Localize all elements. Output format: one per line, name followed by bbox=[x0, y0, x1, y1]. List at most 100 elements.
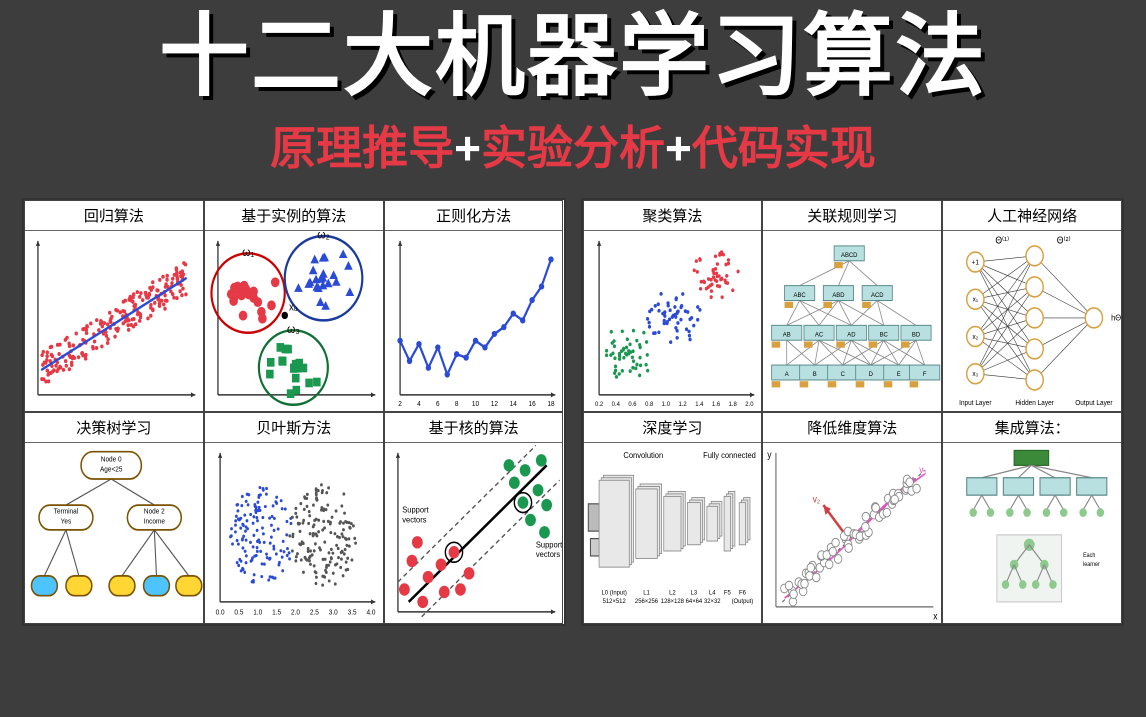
svg-text:Output Layer: Output Layer bbox=[1075, 399, 1113, 406]
svg-text:AB: AB bbox=[783, 331, 791, 338]
svg-text:vectors: vectors bbox=[402, 515, 426, 525]
svg-text:1.6: 1.6 bbox=[711, 401, 720, 408]
svg-text:14: 14 bbox=[509, 401, 516, 408]
svg-text:1.4: 1.4 bbox=[695, 401, 704, 408]
svg-text:0.5: 0.5 bbox=[234, 609, 243, 616]
svg-text:256×256: 256×256 bbox=[634, 598, 658, 605]
main-title: 十二大机器学习算法 bbox=[30, 12, 1116, 102]
svg-text:1.5: 1.5 bbox=[272, 609, 281, 616]
cell-title: 基于核的算法 bbox=[385, 413, 563, 443]
algo-cell-kernel: 基于核的算法SupportvectorsSupportvectors bbox=[384, 412, 564, 624]
svg-text:BD: BD bbox=[912, 331, 921, 338]
algo-cell-ann: 人工神经网络+1x₁x₂x₃Input LayerHidden LayerOut… bbox=[942, 200, 1122, 412]
algo-cell-regression: 回归算法 bbox=[24, 200, 204, 412]
svg-text:Convolution: Convolution bbox=[623, 450, 663, 460]
svg-text:1.0: 1.0 bbox=[661, 401, 670, 408]
svg-text:ω₁: ω₁ bbox=[242, 245, 254, 259]
svg-text:x₁: x₁ bbox=[973, 296, 979, 303]
subtitle-part: + bbox=[454, 122, 481, 174]
cell-title: 回归算法 bbox=[25, 201, 203, 231]
svg-text:2.0: 2.0 bbox=[291, 609, 300, 616]
cell-chart: ABCDABCABDACDABACADBCBDABCDEF bbox=[763, 231, 941, 411]
algo-cell-ensemble: 集成算法： Each learner bbox=[942, 412, 1122, 624]
svg-text:C: C bbox=[841, 371, 846, 378]
svg-text:+1: +1 bbox=[972, 259, 979, 266]
panels-row: 回归算法基于实例的算法ω₁ω₂ω₃xᵤ正则化方法24681012141618决策… bbox=[0, 186, 1146, 638]
svg-text:F5: F5 bbox=[723, 589, 730, 596]
svg-text:E: E bbox=[897, 371, 901, 378]
subtitle-part: 实验分析 bbox=[481, 122, 665, 174]
subtitle-part: 代码实现 bbox=[692, 122, 876, 174]
cell-title: 关联规则学习 bbox=[763, 201, 941, 231]
cell-title: 深度学习 bbox=[584, 413, 762, 443]
svg-text:A: A bbox=[785, 371, 790, 378]
svg-text:ω₂: ω₂ bbox=[317, 231, 330, 242]
cell-chart: SupportvectorsSupportvectors bbox=[385, 443, 563, 623]
svg-text:BC: BC bbox=[880, 331, 889, 338]
svg-text:6: 6 bbox=[436, 401, 440, 408]
svg-text:L4: L4 bbox=[708, 589, 715, 596]
svg-text:x₃: x₃ bbox=[973, 371, 979, 378]
cell-chart: Node 0Age<25TerminalYesNode 2Income bbox=[25, 443, 203, 623]
svg-text:Hidden Layer: Hidden Layer bbox=[1016, 399, 1055, 406]
svg-text:2.5: 2.5 bbox=[310, 609, 319, 616]
cell-title: 集成算法： bbox=[943, 413, 1121, 443]
cell-title: 人工神经网络 bbox=[943, 201, 1121, 231]
svg-text:512×512: 512×512 bbox=[602, 598, 626, 605]
svg-text:L1: L1 bbox=[643, 589, 650, 596]
svg-text:AD: AD bbox=[848, 331, 857, 338]
cell-chart bbox=[25, 231, 203, 411]
cell-title: 贝叶斯方法 bbox=[205, 413, 383, 443]
svg-text:y: y bbox=[768, 449, 773, 460]
svg-text:0.2: 0.2 bbox=[594, 401, 603, 408]
svg-text:16: 16 bbox=[528, 401, 535, 408]
svg-text:D: D bbox=[869, 371, 874, 378]
svg-text:Terminal: Terminal bbox=[54, 508, 79, 515]
svg-text:Fully connected: Fully connected bbox=[703, 450, 756, 460]
algo-cell-regularization: 正则化方法24681012141618 bbox=[384, 200, 564, 412]
svg-text:2.0: 2.0 bbox=[745, 401, 754, 408]
svg-text:ABC: ABC bbox=[794, 291, 807, 298]
svg-text:12: 12 bbox=[490, 401, 497, 408]
algo-cell-bayes: 贝叶斯方法0.00.51.01.52.02.53.03.54.0 bbox=[204, 412, 384, 624]
svg-text:ω₃: ω₃ bbox=[287, 322, 300, 336]
cell-chart: 0.20.40.60.81.01.21.41.61.82.0 bbox=[584, 231, 762, 411]
algo-cell-clustering: 聚类算法0.20.40.60.81.01.21.41.61.82.0 bbox=[583, 200, 763, 412]
svg-text:Node 2: Node 2 bbox=[144, 508, 165, 515]
svg-text:3.0: 3.0 bbox=[329, 609, 338, 616]
svg-text:ACD: ACD bbox=[871, 291, 884, 298]
svg-text:L3: L3 bbox=[690, 589, 697, 596]
svg-text:(Output): (Output) bbox=[731, 598, 753, 605]
cell-title: 聚类算法 bbox=[584, 201, 762, 231]
algo-cell-dimred: 降低维度算法xyv₁v₂ bbox=[762, 412, 942, 624]
svg-text:1.8: 1.8 bbox=[728, 401, 737, 408]
svg-text:L0 (Input): L0 (Input) bbox=[601, 589, 626, 596]
svg-text:Each: Each bbox=[1083, 553, 1095, 559]
svg-text:learner: learner bbox=[1083, 562, 1100, 568]
svg-text:8: 8 bbox=[455, 401, 459, 408]
svg-text:v₂: v₂ bbox=[813, 494, 821, 505]
algo-cell-deep: 深度学习ConvolutionFully connected⋮L0 (Input… bbox=[583, 412, 763, 624]
subtitle-part: + bbox=[665, 122, 692, 174]
svg-text:hΘ(x): hΘ(x) bbox=[1111, 313, 1121, 323]
cell-title: 基于实例的算法 bbox=[205, 201, 383, 231]
svg-text:18: 18 bbox=[547, 401, 554, 408]
svg-text:Yes: Yes bbox=[61, 518, 72, 525]
subtitle: 原理推导+实验分析+代码实现 bbox=[30, 112, 1116, 178]
svg-text:0.6: 0.6 bbox=[628, 401, 637, 408]
svg-text:Θ⁽¹⁾: Θ⁽¹⁾ bbox=[996, 235, 1010, 246]
svg-text:128×128: 128×128 bbox=[660, 598, 684, 605]
svg-text:x: x bbox=[934, 611, 939, 622]
svg-text:Income: Income bbox=[144, 518, 165, 525]
cell-chart: +1x₁x₂x₃Input LayerHidden LayerOutput La… bbox=[943, 231, 1121, 411]
svg-text:AC: AC bbox=[815, 331, 824, 338]
svg-text:xᵤ: xᵤ bbox=[289, 302, 298, 314]
cell-title: 决策树学习 bbox=[25, 413, 203, 443]
svg-text:4: 4 bbox=[417, 401, 421, 408]
cell-chart: Each learner bbox=[943, 443, 1121, 623]
svg-text:Input Layer: Input Layer bbox=[959, 399, 992, 406]
svg-text:1.0: 1.0 bbox=[253, 609, 262, 616]
svg-text:3.5: 3.5 bbox=[347, 609, 356, 616]
cell-chart: ω₁ ω₂ ω₃ xᵤ bbox=[205, 231, 383, 411]
header: 十二大机器学习算法 原理推导+实验分析+代码实现 bbox=[0, 0, 1146, 186]
